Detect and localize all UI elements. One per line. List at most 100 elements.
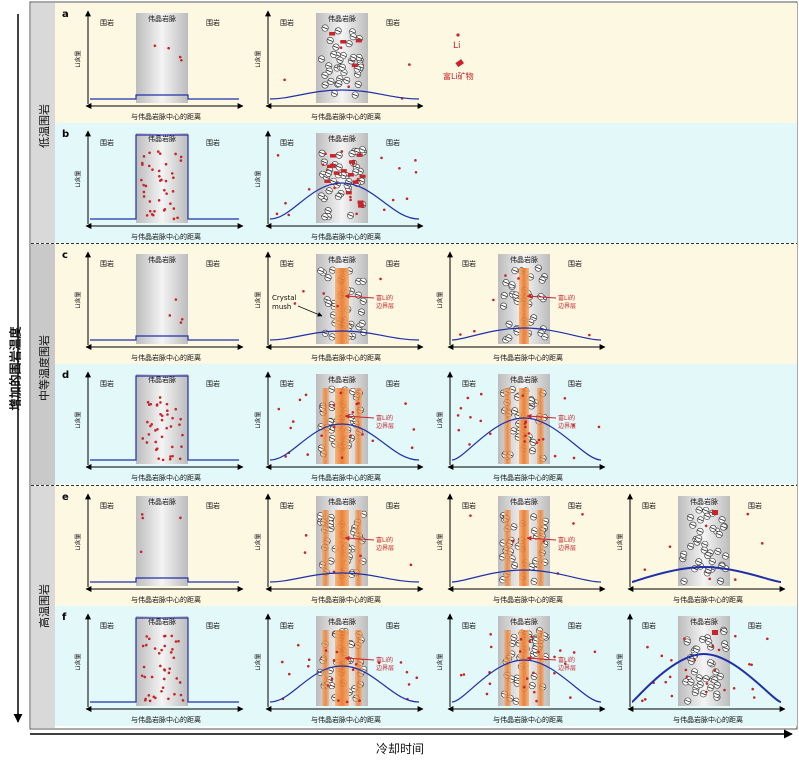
wall-rock-label-left: 围岩 — [100, 501, 114, 510]
li-dot — [523, 685, 526, 689]
dike-label: 伟晶岩脉 — [510, 617, 538, 626]
li-dot — [148, 209, 152, 213]
li-dot — [160, 689, 163, 693]
crystal-stripe — [723, 646, 729, 650]
li-content-curve — [631, 565, 782, 583]
li-dot — [145, 441, 149, 444]
pegmatite-dike — [136, 133, 188, 223]
li-dot — [337, 699, 340, 702]
li-mineral-icon — [333, 171, 340, 175]
crystal-stripe — [707, 686, 714, 690]
boundary-label-line: 富Li的 — [376, 294, 393, 302]
li-dot — [167, 46, 170, 50]
li-content-curve — [90, 375, 239, 461]
li-dot — [304, 534, 308, 537]
wall-rock-label-left: 围岩 — [280, 259, 294, 268]
crystal-stripe — [361, 668, 367, 671]
li-dot — [178, 423, 181, 426]
li-dot — [410, 446, 414, 450]
li-content-curve — [451, 659, 602, 703]
li-dot — [147, 694, 151, 697]
li-content-label: Li含量 — [254, 411, 262, 428]
li-dot — [143, 675, 147, 679]
crystal-stripe — [714, 692, 720, 696]
li-content-label: Li含量 — [436, 653, 444, 670]
crystal-stripe — [503, 281, 509, 285]
boundary-layer-outer — [504, 630, 511, 706]
li-dot — [523, 440, 526, 443]
li-dot — [521, 394, 525, 397]
li-dot — [459, 673, 463, 677]
wall-rock-label-right: 围岩 — [386, 259, 400, 268]
li-dot — [641, 699, 644, 703]
li-dot — [174, 640, 178, 643]
crystal-stripe — [531, 529, 538, 533]
li-mineral-icon — [357, 200, 364, 205]
li-mineral-icon — [324, 179, 331, 183]
crystal-stripe — [318, 269, 324, 273]
li-dot — [351, 163, 355, 166]
crystal-stripe — [530, 515, 537, 519]
li-dot — [150, 213, 154, 216]
li-content-curve — [269, 182, 420, 220]
crystal-stripe — [337, 77, 343, 81]
li-dot — [340, 150, 344, 153]
crystal-stripe — [317, 514, 323, 518]
li-dot — [569, 696, 572, 699]
li-dot — [287, 672, 291, 676]
crystal-stripe — [500, 304, 507, 308]
crystal-stripe — [703, 509, 709, 512]
li-dot — [760, 542, 764, 545]
li-dot — [351, 411, 355, 414]
li-dot — [588, 333, 591, 337]
boundary-label-line: 边界层 — [376, 302, 394, 310]
li-content-label: Li含量 — [74, 291, 82, 308]
crystal-stripe — [528, 399, 534, 403]
li-mineral-icon — [356, 153, 363, 157]
li-dot — [581, 512, 584, 516]
crystal-stripe — [353, 165, 360, 169]
crystal-stripe — [532, 647, 538, 651]
li-content-curve — [269, 89, 420, 100]
crystal-stripe — [541, 275, 548, 279]
li-dot — [141, 437, 145, 440]
li-dot — [750, 663, 753, 667]
li-content-label: Li含量 — [74, 50, 82, 67]
li-dot — [145, 214, 149, 217]
li-dot — [169, 651, 173, 654]
crystal-stripe — [354, 72, 361, 76]
crystal-stripe — [318, 194, 324, 198]
crystal-stripe — [528, 404, 535, 408]
li-dot — [148, 200, 152, 203]
crystal-stripe — [346, 42, 352, 46]
li-dot — [165, 192, 168, 195]
li-dot — [339, 391, 343, 395]
crystal-stripe — [694, 647, 700, 651]
li-dot — [391, 198, 395, 202]
boundary-label-line: 边界层 — [558, 664, 576, 672]
li-dot — [139, 550, 143, 554]
li-dot — [412, 428, 416, 431]
li-dot — [553, 671, 556, 675]
li-dot — [157, 651, 161, 655]
li-dot — [142, 665, 146, 669]
legend-li-label: Li — [453, 41, 461, 51]
li-dot — [153, 209, 156, 213]
dike-label: 伟晶岩脉 — [328, 375, 356, 384]
crystal-stripe — [329, 437, 335, 440]
li-dot — [298, 398, 302, 402]
li-dot — [142, 195, 146, 198]
li-content-label: Li含量 — [74, 170, 82, 187]
x-axis-label: 与伟晶岩脉中心的距离 — [131, 353, 201, 362]
dike-label: 伟晶岩脉 — [328, 134, 356, 143]
group-label-low: 低温围岩 — [38, 104, 51, 148]
x-axis-label: 与伟晶岩脉中心的距离 — [673, 715, 743, 724]
li-dot — [517, 277, 520, 280]
wall-rock-label-right: 围岩 — [206, 501, 220, 510]
li-dot — [415, 676, 419, 679]
dike-label: 伟晶岩脉 — [510, 255, 538, 264]
crystal-stripe — [340, 54, 346, 57]
